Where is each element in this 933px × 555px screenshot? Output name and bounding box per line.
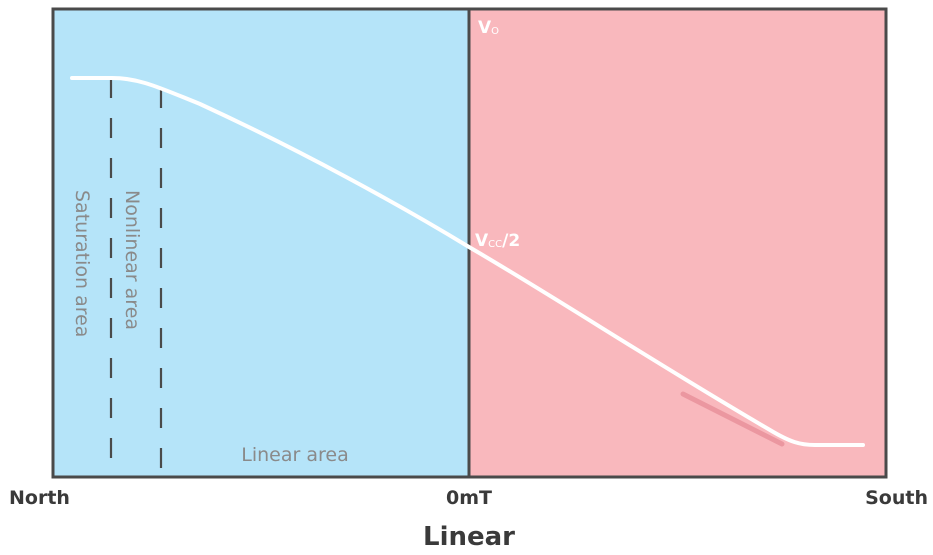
output-voltage-label: VO <box>478 18 499 38</box>
nonlinear-area-label: Nonlinear area <box>121 190 143 330</box>
north-axis-label: North <box>9 487 70 509</box>
diagram-title: Linear <box>423 522 515 552</box>
vcc-main-text: V <box>475 231 489 251</box>
curve-shadow-mark <box>680 391 785 447</box>
vo-main-text: V <box>478 18 492 38</box>
half-supply-voltage-label: VCC/2 <box>475 231 520 251</box>
vcc-suffix-text: /2 <box>502 231 520 251</box>
vcc-sub-text: CC <box>488 239 502 250</box>
north-field-region <box>53 9 469 477</box>
vo-sub-text: O <box>491 26 499 37</box>
saturation-area-label: Saturation area <box>71 190 93 337</box>
south-field-region <box>469 9 886 477</box>
south-axis-label: South <box>865 487 928 509</box>
output-voltage-curve <box>70 76 865 447</box>
zero-field-axis-label: 0mT <box>446 487 492 509</box>
linear-area-label: Linear area <box>241 444 348 466</box>
